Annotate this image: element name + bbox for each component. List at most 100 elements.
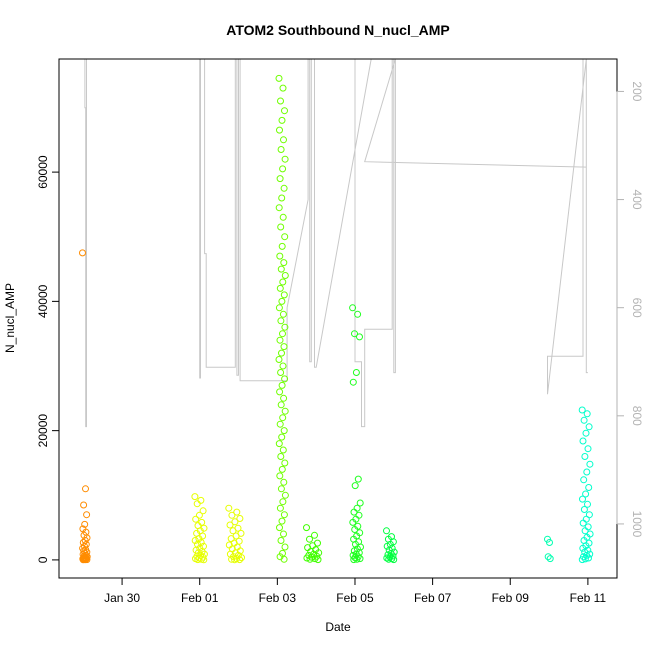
data-point [280,259,288,267]
data-point [349,518,357,526]
data-point [356,499,364,507]
data-point [195,511,203,519]
x-tick-label: Feb 07 [414,591,452,605]
data-point [281,407,289,415]
data-point [281,459,289,467]
data-point [199,507,207,515]
data-point [276,175,284,183]
data-point [228,511,236,519]
data-point [354,310,362,318]
data-point [276,420,284,428]
data-point [311,555,319,563]
right-axis-series [84,58,588,428]
y2-axis: 200 400 600 800 1000 [616,81,644,538]
y-tick-label: 60000 [36,155,50,189]
x-tick-label: Feb 01 [181,591,219,605]
data-point [546,555,554,563]
data-point [585,554,592,562]
data-point [80,501,88,509]
data-point [586,460,594,468]
data-point [278,242,286,250]
data-point [279,362,287,370]
data-point [279,165,287,173]
data-point [281,375,289,383]
data-point [583,468,591,476]
data-point [225,504,233,512]
data-point [275,74,283,82]
data-point [236,556,244,564]
data-point [353,504,361,512]
data-point [578,406,586,414]
data-point [275,304,283,312]
data-point [280,291,288,299]
data-point [349,378,357,386]
data-point [306,555,314,563]
data-point [279,446,287,454]
data-point [200,542,207,550]
data-point [308,553,316,561]
data-point [281,233,289,241]
data-point [275,356,283,363]
data-point [236,515,244,522]
right-axis-line [84,58,588,428]
data-point [582,515,590,523]
data-point [351,526,359,533]
y2-tick-label: 800 [630,406,644,426]
y2-tick-label: 200 [630,81,644,101]
y-tick-label: 0 [36,556,50,563]
data-point [383,554,391,562]
data-point [83,511,91,519]
data-point [278,349,285,357]
x-tick-label: Feb 05 [336,591,374,605]
data-point [278,517,286,525]
data-point [280,427,288,435]
x-tick-label: Feb 09 [492,591,530,605]
data-point [81,520,89,528]
data-point [580,416,588,424]
data-point [584,523,592,531]
data-point [280,184,288,192]
x-tick-label: Feb 03 [259,591,297,605]
data-point [279,330,286,338]
data-point [231,518,239,526]
data-point [351,330,358,338]
data-point [79,556,87,564]
data-point [582,490,590,498]
y-axis-label: N_nucl_AMP [3,283,17,353]
x-tick-label: Jan 30 [104,591,140,605]
data-point [277,401,285,409]
data-point [81,542,88,550]
data-point [279,310,287,318]
data-point [584,445,592,453]
data-point [352,369,360,376]
data-point [579,437,587,445]
data-point [191,537,199,544]
data-point [585,423,593,431]
data-point [279,213,287,221]
data-point [313,552,321,560]
data-point [314,556,322,564]
data-point [281,323,289,331]
data-point [281,491,289,499]
plot-frame [58,58,618,579]
data-point [279,414,287,422]
data-point [233,555,240,563]
data-point [349,551,357,559]
data-point [228,555,236,563]
data-point [278,381,286,389]
data-point [280,478,288,486]
data-point [351,482,359,490]
data-point [280,343,288,351]
chart-title: ATOM2 Southbound N_nucl_AMP [226,22,449,38]
data-point [544,553,552,561]
data-point [277,317,285,325]
data-point [390,548,398,556]
data-point [238,554,245,562]
data-point [275,204,283,212]
data-point [276,284,284,292]
data-point [82,485,89,493]
data-point [281,272,289,279]
data-point [279,278,287,286]
data-point [276,336,284,344]
